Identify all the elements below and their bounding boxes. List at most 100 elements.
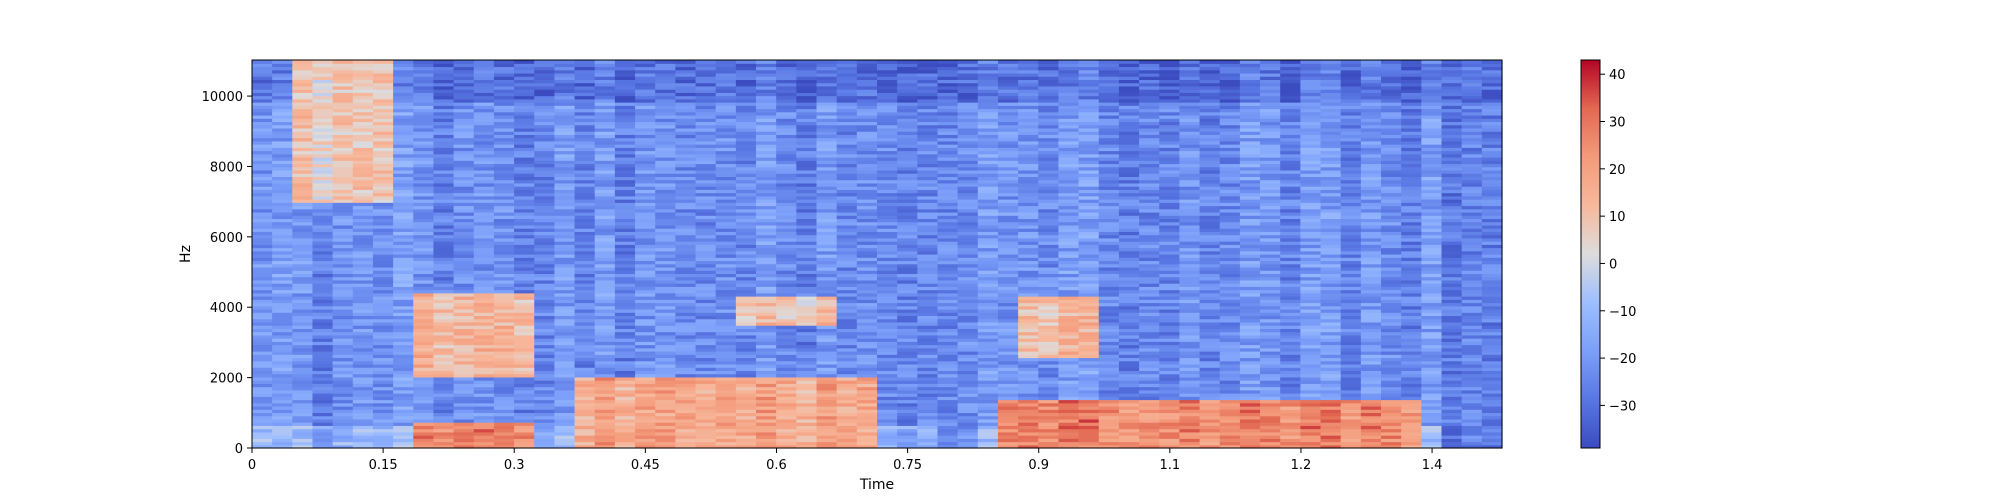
heatmap-cell: [897, 347, 918, 352]
heatmap-cell: [413, 370, 435, 375]
heatmap-cell: [1038, 250, 1060, 255]
heatmap-cell: [1078, 444, 1100, 449]
heatmap-cell: [514, 144, 535, 148]
heatmap-cell: [574, 121, 596, 126]
heatmap-cell: [1078, 370, 1100, 375]
heatmap-cell: [352, 63, 374, 68]
heatmap-cell: [1078, 318, 1100, 323]
heatmap-cell: [272, 160, 293, 165]
heatmap-cell: [554, 221, 576, 226]
heatmap-cell: [372, 328, 394, 333]
heatmap-cell: [453, 370, 475, 375]
heatmap-cell: [937, 296, 959, 300]
heatmap-cell: [937, 182, 959, 187]
heatmap-cell: [433, 409, 455, 414]
heatmap-cell: [836, 312, 858, 317]
heatmap-cell: [655, 244, 676, 249]
heatmap-cell: [1058, 441, 1080, 446]
heatmap-cell: [957, 354, 979, 359]
heatmap-cell: [776, 263, 797, 268]
heatmap-cell: [937, 189, 959, 194]
heatmap-cell: [594, 409, 616, 414]
heatmap-cell: [292, 224, 314, 229]
heatmap-cell: [574, 228, 596, 232]
heatmap-cell: [252, 189, 273, 194]
heatmap-cell: [574, 234, 596, 239]
heatmap-cell: [735, 292, 757, 297]
heatmap-cell: [594, 412, 616, 417]
heatmap-cell: [433, 111, 455, 116]
heatmap-cell: [695, 92, 717, 97]
heatmap-cell: [897, 344, 918, 349]
heatmap-cell: [776, 425, 797, 430]
heatmap-cell: [917, 334, 939, 339]
heatmap-cell: [897, 95, 918, 100]
heatmap-cell: [897, 63, 918, 68]
heatmap-cell: [917, 250, 939, 255]
heatmap-cell: [776, 205, 797, 210]
heatmap-cell: [655, 208, 676, 213]
heatmap-cell: [977, 218, 999, 223]
heatmap-cell: [1018, 399, 1039, 404]
heatmap-cell: [272, 121, 293, 126]
heatmap-cell: [393, 354, 414, 359]
heatmap-cell: [453, 270, 475, 274]
heatmap-cell: [372, 357, 394, 362]
heatmap-cell: [675, 363, 697, 368]
heatmap-cell: [594, 289, 616, 294]
heatmap-cell: [816, 393, 838, 397]
heatmap-cell: [655, 92, 676, 97]
heatmap-cell: [554, 286, 576, 291]
heatmap-cell: [937, 157, 959, 161]
heatmap-cell: [836, 121, 858, 126]
heatmap-cell: [997, 425, 1019, 430]
heatmap-cell: [312, 72, 334, 77]
heatmap-cell: [312, 431, 334, 436]
heatmap-cell: [917, 244, 939, 249]
heatmap-cell: [1018, 234, 1039, 239]
heatmap-cell: [554, 85, 576, 90]
heatmap-cell: [574, 199, 596, 203]
heatmap-cell: [272, 302, 293, 307]
heatmap-cell: [675, 237, 697, 242]
heatmap-cell: [372, 292, 394, 297]
heatmap-cell: [856, 289, 878, 294]
heatmap-cell: [1058, 347, 1080, 352]
heatmap-cell: [635, 286, 656, 291]
heatmap-cell: [917, 237, 939, 242]
heatmap-cell: [1038, 98, 1060, 103]
heatmap-cell: [695, 224, 717, 229]
heatmap-cell: [877, 157, 898, 161]
heatmap-cell: [393, 279, 414, 284]
heatmap-cell: [1078, 312, 1100, 317]
heatmap-cell: [937, 328, 959, 333]
heatmap-cell: [937, 121, 959, 126]
heatmap-cell: [453, 308, 475, 313]
heatmap-cell: [332, 195, 354, 200]
heatmap-cell: [332, 231, 354, 236]
heatmap-cell: [272, 315, 293, 320]
heatmap-cell: [917, 192, 939, 197]
heatmap-cell: [393, 438, 414, 443]
heatmap-cell: [836, 415, 858, 420]
heatmap-cell: [917, 380, 939, 384]
heatmap-cell: [493, 150, 515, 155]
heatmap-cell: [393, 114, 414, 119]
heatmap-cell: [776, 82, 797, 87]
heatmap-cell: [796, 444, 818, 449]
heatmap-cell: [473, 127, 495, 132]
heatmap-cell: [413, 405, 435, 410]
heatmap-cell: [977, 182, 999, 187]
heatmap-cell: [1038, 425, 1060, 430]
heatmap-cell: [433, 270, 455, 274]
heatmap-cell: [352, 82, 374, 87]
heatmap-cell: [413, 260, 435, 265]
heatmap-cell: [776, 260, 797, 265]
heatmap-cell: [493, 296, 515, 300]
heatmap-cell: [937, 173, 959, 177]
heatmap-cell: [1078, 334, 1100, 339]
heatmap-cell: [574, 127, 596, 132]
heatmap-cell: [372, 108, 394, 113]
heatmap-cell: [352, 263, 374, 268]
heatmap-cell: [917, 315, 939, 320]
